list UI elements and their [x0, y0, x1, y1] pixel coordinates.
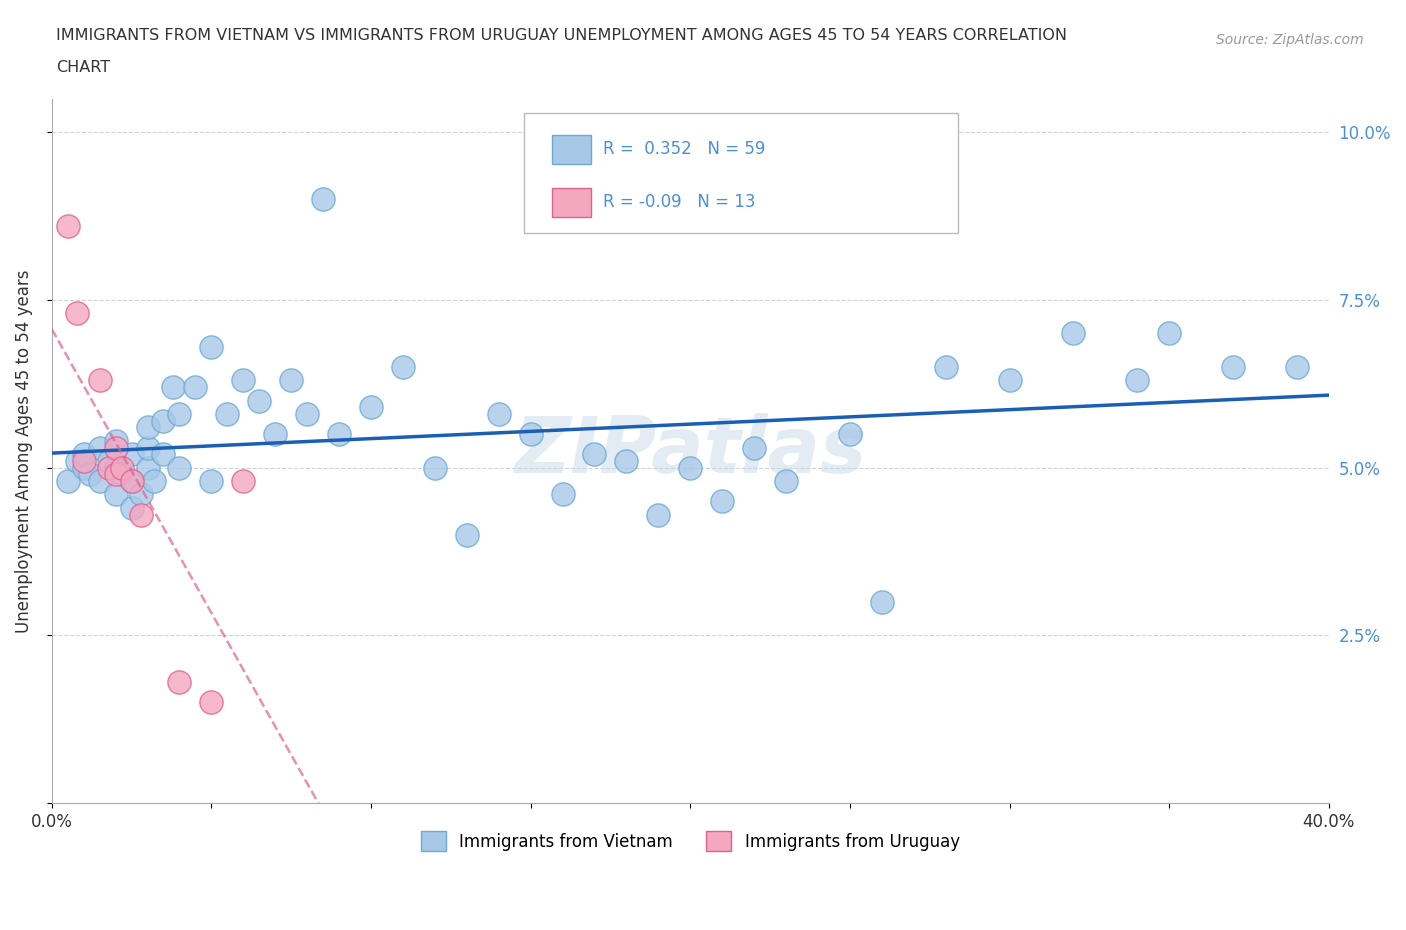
Point [104, 440, 127, 455]
Point [1285, 360, 1308, 375]
Point [679, 460, 702, 475]
Point [104, 460, 127, 475]
Point [169, 406, 191, 421]
Text: IMMIGRANTS FROM VIETNAM VS IMMIGRANTS FROM URUGUAY UNEMPLOYMENT AMONG AGES 45 TO: IMMIGRANTS FROM VIETNAM VS IMMIGRANTS FR… [56, 28, 1067, 43]
Point [392, 360, 415, 375]
Point [121, 446, 143, 461]
Point [121, 473, 143, 488]
Point [111, 467, 134, 482]
Point [98, 460, 121, 475]
Point [89, 473, 111, 488]
Point [1159, 326, 1181, 341]
Point [152, 446, 174, 461]
Point [488, 406, 510, 421]
Point [247, 393, 270, 408]
Point [870, 594, 893, 609]
Point [935, 360, 957, 375]
Point [184, 379, 207, 394]
Point [200, 473, 222, 488]
Point [312, 192, 335, 206]
Point [1126, 373, 1149, 388]
Y-axis label: Unemployment Among Ages 45 to 54 years: Unemployment Among Ages 45 to 54 years [15, 269, 32, 632]
Point [121, 500, 143, 515]
Point [121, 473, 143, 488]
Point [1222, 360, 1244, 375]
Point [200, 339, 222, 354]
Point [73, 460, 96, 475]
Point [583, 446, 606, 461]
Bar [553, 188, 591, 217]
Point [136, 460, 159, 475]
Point [152, 413, 174, 428]
Point [998, 373, 1021, 388]
Point [136, 440, 159, 455]
Point [162, 379, 184, 394]
Point [56, 219, 79, 233]
Text: R =  0.352   N = 59: R = 0.352 N = 59 [603, 140, 766, 158]
Point [360, 400, 382, 415]
Point [136, 420, 159, 435]
Point [104, 433, 127, 448]
Point [295, 406, 318, 421]
Point [200, 695, 222, 710]
Point [838, 427, 860, 442]
Point [104, 487, 127, 502]
Point [264, 427, 287, 442]
Point [280, 373, 302, 388]
Point [129, 507, 152, 522]
Point [169, 460, 191, 475]
Point [111, 460, 134, 475]
Point [89, 440, 111, 455]
Point [217, 406, 239, 421]
Point [73, 454, 96, 469]
Point [647, 507, 669, 522]
Point [98, 454, 121, 469]
Point [66, 306, 89, 321]
Point [169, 675, 191, 690]
Bar [553, 135, 591, 165]
Legend: Immigrants from Vietnam, Immigrants from Uruguay: Immigrants from Vietnam, Immigrants from… [415, 825, 966, 858]
Point [519, 427, 541, 442]
Point [73, 446, 96, 461]
FancyBboxPatch shape [524, 113, 959, 232]
Point [711, 494, 734, 509]
Point [129, 487, 152, 502]
Point [423, 460, 446, 475]
Text: R = -0.09   N = 13: R = -0.09 N = 13 [603, 193, 756, 211]
Point [742, 440, 765, 455]
Point [1062, 326, 1084, 341]
Text: ZIPatlas: ZIPatlas [515, 413, 866, 489]
Point [232, 473, 254, 488]
Point [775, 473, 797, 488]
Point [66, 454, 89, 469]
Point [89, 373, 111, 388]
Point [232, 373, 254, 388]
Point [328, 427, 350, 442]
Point [456, 527, 478, 542]
Point [551, 487, 574, 502]
Text: Source: ZipAtlas.com: Source: ZipAtlas.com [1216, 33, 1364, 46]
Point [104, 467, 127, 482]
Point [56, 473, 79, 488]
Point [142, 473, 165, 488]
Point [616, 454, 638, 469]
Point [79, 467, 101, 482]
Text: CHART: CHART [56, 60, 110, 75]
